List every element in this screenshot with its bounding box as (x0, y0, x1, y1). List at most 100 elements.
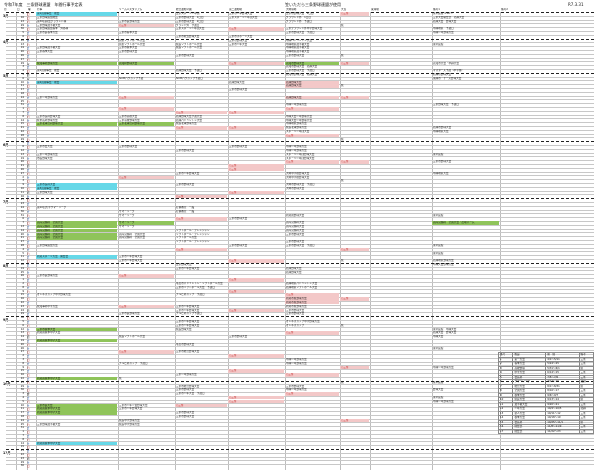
event-cell[interactable]: 三条市野球大会 (286, 312, 305, 316)
event-cell[interactable]: 県 (341, 380, 344, 384)
event-cell[interactable]: 中越少年野球大会 (433, 399, 454, 403)
event-cell[interactable]: ○三条 (228, 190, 284, 195)
event-cell[interactable]: 高円宮賜杯 全国大会 (36, 232, 117, 236)
event-cell[interactable]: 三条市野球大会 (176, 411, 195, 415)
event-cell[interactable]: 中越地区野球大会 (286, 122, 307, 126)
event-cell[interactable]: 三条市少年少女野球大会 (119, 403, 148, 407)
event-cell[interactable]: ○三条 (118, 107, 174, 111)
event-cell[interactable]: 三条市高校大会 (119, 114, 138, 118)
event-cell[interactable]: 新潟市県野球大会 (285, 300, 339, 305)
event-cell[interactable]: オンネスカップ中学野球大会 (37, 293, 71, 297)
event-cell[interactable]: サマーリーグ (118, 221, 174, 225)
event-cell[interactable]: 三条少年野球大会 (37, 95, 58, 99)
event-cell[interactable]: 県 (341, 53, 344, 57)
event-cell[interactable]: 中越少年野球大会 (433, 365, 454, 369)
event-cell[interactable]: 三条市少年野球大会 (119, 259, 143, 263)
event-cell[interactable]: 中越大会野球大会 (433, 262, 454, 266)
event-cell[interactable]: 三条市長杯野球大会 (37, 114, 61, 118)
event-cell[interactable]: オンネスカップ中学野球大会 (286, 319, 320, 323)
event-cell[interactable]: 高知市野球大会 (285, 61, 339, 65)
event-cell[interactable]: 県 (341, 323, 344, 327)
event-cell[interactable]: ○三条 (175, 403, 227, 407)
event-cell[interactable]: 三条市長杯大会 (36, 183, 117, 187)
event-cell[interactable]: 県民ソフトボール大会 (176, 46, 202, 50)
event-cell[interactable]: 三条グラウンド外中学野球大会 (286, 27, 323, 31)
event-cell[interactable]: 三条市民野球大会 (37, 274, 58, 278)
event-cell[interactable]: 第1回理事会・総会 (36, 12, 117, 16)
event-cell[interactable]: 北越パドミントン大会 (176, 118, 203, 122)
event-cell[interactable]: 三条野球大会 (176, 262, 192, 266)
event-cell[interactable]: 新潟スポーツ大会 関会会 (36, 255, 117, 259)
event-cell[interactable]: 北越市野球大会 (433, 72, 452, 76)
event-cell[interactable]: マスターズ予選（中学校） (433, 69, 464, 73)
event-cell[interactable]: 高知市野球大会 北越大会 (286, 72, 318, 76)
event-cell[interactable]: 第38回前会グラウンド林 (37, 19, 67, 23)
event-cell[interactable]: ○三条 (340, 247, 369, 252)
event-cell[interactable]: スポーツ少年団大会 (286, 129, 310, 133)
event-cell[interactable]: 東越市・ナーズ野球大会 (433, 76, 462, 80)
event-cell[interactable]: NUMパワカップ予選日 (176, 76, 203, 80)
event-cell[interactable]: 三条市少年野球大会 (176, 171, 200, 175)
event-cell[interactable]: 北越野球大会 (285, 95, 339, 100)
event-cell[interactable]: ○三条 (285, 392, 339, 396)
event-cell[interactable]: 県民中学野球大会 (119, 422, 140, 426)
event-cell[interactable]: 三条市少年野球大会 (176, 319, 200, 323)
event-cell[interactable]: 野球大会 (433, 388, 444, 392)
event-cell[interactable]: 三条市少年野球大会 (119, 407, 143, 411)
event-cell[interactable]: 第3回理事会・総会 (36, 186, 117, 191)
event-cell[interactable]: 三条野球連盟大会 (37, 243, 58, 247)
event-cell[interactable]: 三条市少年野球大会 (119, 255, 143, 259)
event-cell[interactable]: 毛呂市野球大会 (176, 342, 195, 346)
event-cell[interactable]: 中越バドミントン大会 (286, 38, 313, 42)
event-cell[interactable]: 大崎市野球大会 予選日 (286, 183, 315, 187)
event-cell[interactable]: 県民北越野球大会 (176, 122, 197, 126)
event-cell[interactable]: 三条野球選手権大会 (37, 422, 61, 426)
event-cell[interactable]: 中越地区選手権大会 (286, 50, 310, 54)
event-cell[interactable]: ○三条 (285, 133, 339, 138)
event-cell[interactable]: 高円宮賜杯 全国大会 (119, 232, 145, 236)
event-cell[interactable]: 東公民館 (433, 213, 444, 217)
event-cell[interactable]: ○三条 (340, 418, 369, 423)
event-cell[interactable]: 打撃教室 一般 (176, 209, 195, 213)
event-cell[interactable]: ナルビ杯カップ 予選日 (176, 293, 205, 297)
event-cell[interactable]: 三条市野球大会 (286, 308, 305, 312)
event-cell[interactable]: 新潟県秋季中学大会 (36, 441, 117, 445)
event-cell[interactable]: ○三条 (228, 395, 284, 400)
event-cell[interactable]: ○三条 (285, 331, 339, 335)
event-cell[interactable]: ○三条 (118, 95, 174, 100)
event-cell[interactable]: 新潟県秋季中学大会 (36, 376, 117, 381)
event-cell[interactable]: 三条野球選手権大会 (37, 23, 61, 27)
event-cell[interactable]: 三条市野球大会 (176, 414, 195, 418)
event-cell[interactable]: 北越野球大会予選大会 (176, 114, 202, 118)
event-cell[interactable]: 北越野球大会 (285, 84, 339, 88)
event-cell[interactable]: 県 (341, 23, 344, 27)
event-cell[interactable]: 新潟県秋季中学大会 (37, 331, 61, 335)
event-cell[interactable]: ○三条 (228, 27, 284, 31)
event-cell[interactable]: 県知事杯野球大会 (36, 61, 117, 65)
event-cell[interactable]: ○三条 (340, 95, 369, 100)
event-cell[interactable]: 三条少年野球大会 (176, 373, 197, 377)
event-cell[interactable]: 北越野球大会 予選日 (176, 69, 202, 73)
event-cell[interactable]: 中越大会少年野球大会 (286, 114, 312, 118)
event-cell[interactable]: 打撃教室 一般 (176, 205, 195, 209)
event-cell[interactable]: 三条市野球大会 (433, 160, 452, 164)
event-cell[interactable]: 毛呂市パドミントン・ソフトボール大会 (176, 281, 223, 285)
event-cell[interactable]: 三条市野球大会 予選日 (286, 31, 315, 35)
event-cell[interactable]: ○三条 (340, 12, 369, 16)
event-cell[interactable]: 三条市野球大会 (176, 388, 195, 392)
event-cell[interactable]: 三条少年野球大会 (37, 152, 58, 156)
event-cell[interactable]: 三条市野球大会 (176, 53, 195, 57)
event-cell[interactable]: ソフトボール・ブレンジャン (176, 240, 210, 244)
event-cell[interactable]: ナルビ杯カップ 予選日 (119, 361, 148, 365)
event-cell[interactable]: ○三条 (228, 110, 284, 115)
event-cell[interactable]: 県民野球大会 (176, 327, 192, 331)
event-cell[interactable]: ○三条 (340, 160, 369, 164)
event-cell[interactable]: ○三条 (118, 175, 174, 179)
event-cell[interactable]: 県民北越野球大会 (286, 126, 307, 130)
event-cell[interactable]: ○三条 (340, 61, 369, 65)
event-cell[interactable]: 中越地区大会 (433, 129, 449, 133)
event-cell[interactable]: 北越野球大会 (286, 266, 302, 270)
event-cell[interactable]: 高円宮賜杯大会 (286, 228, 305, 232)
event-cell[interactable]: 高円宮賜杯 全国大会 (119, 236, 145, 240)
event-cell[interactable]: 三条大会開会式 北越大会 (433, 15, 465, 19)
